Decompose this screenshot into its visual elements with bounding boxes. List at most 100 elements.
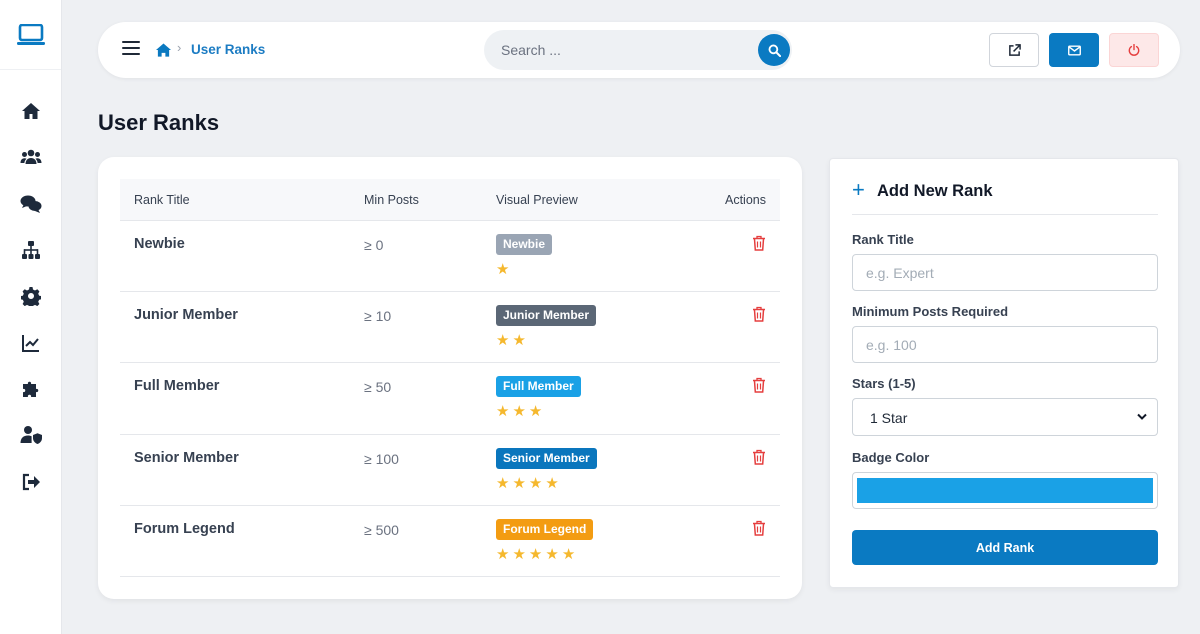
rank-title-input[interactable] [852,254,1158,291]
rank-title: Senior Member [134,449,239,466]
table-row: Junior Member ≥ 10 Junior Member ★ ★ [120,292,780,364]
rank-title: Newbie [134,236,185,252]
badge-color-label: Badge Color [852,450,930,465]
sidebar-item-structure[interactable] [0,227,61,273]
star-icon: ★ [496,403,510,421]
star-icon: ★ [528,474,543,492]
logo[interactable] [0,0,61,70]
chevron-right-icon: › [177,40,182,55]
min-posts: ≥ 500 [364,521,399,538]
stars-select[interactable]: 1 Star [852,398,1158,436]
min-posts: ≥ 100 [364,450,399,467]
stars-select-value: 1 Star [870,410,908,426]
min-posts: ≥ 0 [364,237,384,253]
star-icon: ★ [545,545,559,563]
gear-icon [20,287,41,307]
logout-button[interactable] [1109,33,1159,67]
search-bar [484,30,792,70]
users-icon [20,150,41,165]
min-posts: ≥ 10 [364,308,392,325]
trash-icon[interactable] [752,377,766,394]
external-link-icon [1008,43,1021,56]
star-icon: ★ [512,545,526,563]
rank-stars: ★ ★ [496,333,529,349]
user-shield-icon [20,426,42,445]
view-site-button[interactable] [989,33,1039,67]
rank-badge: Full Member [496,376,581,398]
chart-line-icon [21,334,39,352]
trash-icon[interactable] [752,449,766,465]
table-row: Senior Member ≥ 100 Senior Member ★ ★ ★ ★ [120,435,780,506]
sidebar-item-plugins[interactable] [0,366,61,412]
messages-button[interactable] [1049,33,1099,67]
header-visual-preview: Visual Preview [496,193,578,207]
breadcrumb-current[interactable]: User Ranks [191,42,266,57]
breadcrumb-home-icon[interactable] [156,43,171,57]
add-rank-title: Add New Rank [877,182,993,200]
sidebar [0,0,62,634]
ranks-table-card: Rank Title Min Posts Visual Preview Acti… [98,157,802,599]
rank-stars: ★ [496,262,512,278]
min-posts: ≥ 50 [364,379,392,396]
rank-badge: Junior Member [496,305,597,327]
star-icon: ★ [512,474,526,492]
laptop-icon [16,23,45,45]
star-icon: ★ [512,332,526,350]
table-header: Rank Title Min Posts Visual Preview Acti… [120,179,780,221]
star-icon: ★ [496,261,510,278]
add-rank-card: + Add New Rank Rank Title Minimum Posts … [829,158,1179,588]
sidebar-item-logout[interactable] [0,458,61,504]
badge-color-picker[interactable] [852,472,1158,509]
plus-icon: + [852,177,865,202]
table-row: Newbie ≥ 0 Newbie ★ [120,221,780,293]
color-swatch [857,478,1153,503]
star-icon: ★ [528,403,543,421]
puzzle-icon [22,381,38,397]
star-icon: ★ [545,474,559,492]
search-button[interactable] [758,34,790,66]
min-posts-input[interactable] [852,326,1158,363]
star-icon: ★ [496,332,510,350]
envelope-icon [1067,44,1081,56]
star-icon: ★ [496,545,510,563]
sidebar-item-forums[interactable] [0,181,61,227]
star-icon: ★ [496,474,510,492]
header-rank-title: Rank Title [134,193,190,207]
rank-badge: Forum Legend [496,518,594,540]
rank-stars: ★ ★ ★ [496,404,545,420]
comments-icon [20,195,41,213]
min-posts-label: Minimum Posts Required [852,304,1009,319]
sidebar-item-home[interactable] [0,88,61,134]
page-title: User Ranks [98,110,220,135]
trash-icon[interactable] [752,306,766,322]
chevron-down-icon [1137,413,1147,420]
trash-icon[interactable] [752,520,766,536]
trash-icon[interactable] [752,235,766,251]
search-input[interactable] [484,30,744,70]
star-icon: ★ [561,545,576,563]
sidebar-item-users[interactable] [0,134,61,180]
header-actions: Actions [725,193,766,207]
rank-badge: Newbie [496,234,553,255]
search-icon [768,44,781,57]
header-min-posts: Min Posts [364,193,419,207]
topbar: › User Ranks [98,22,1180,78]
sidebar-item-settings[interactable] [0,273,61,319]
rank-stars: ★ ★ ★ ★ ★ [496,545,578,563]
power-icon [1128,44,1140,56]
rank-badge: Senior Member [496,447,597,469]
ranks-table: Rank Title Min Posts Visual Preview Acti… [120,179,780,577]
table-row: Forum Legend ≥ 500 Forum Legend ★ ★ ★ ★ ★ [120,506,780,577]
stars-label: Stars (1-5) [852,376,916,391]
menu-toggle-icon[interactable] [122,41,140,59]
rank-stars: ★ ★ ★ ★ [496,474,562,492]
add-rank-button[interactable]: Add Rank [852,530,1158,565]
sitemap-icon [21,241,40,260]
sidebar-item-permissions[interactable] [0,412,61,458]
home-icon [21,103,40,120]
sign-out-icon [22,473,40,490]
rank-title: Junior Member [134,307,238,324]
rank-title-label: Rank Title [852,232,914,247]
sidebar-item-analytics[interactable] [0,319,61,365]
table-row: Full Member ≥ 50 Full Member ★ ★ ★ [120,363,780,435]
